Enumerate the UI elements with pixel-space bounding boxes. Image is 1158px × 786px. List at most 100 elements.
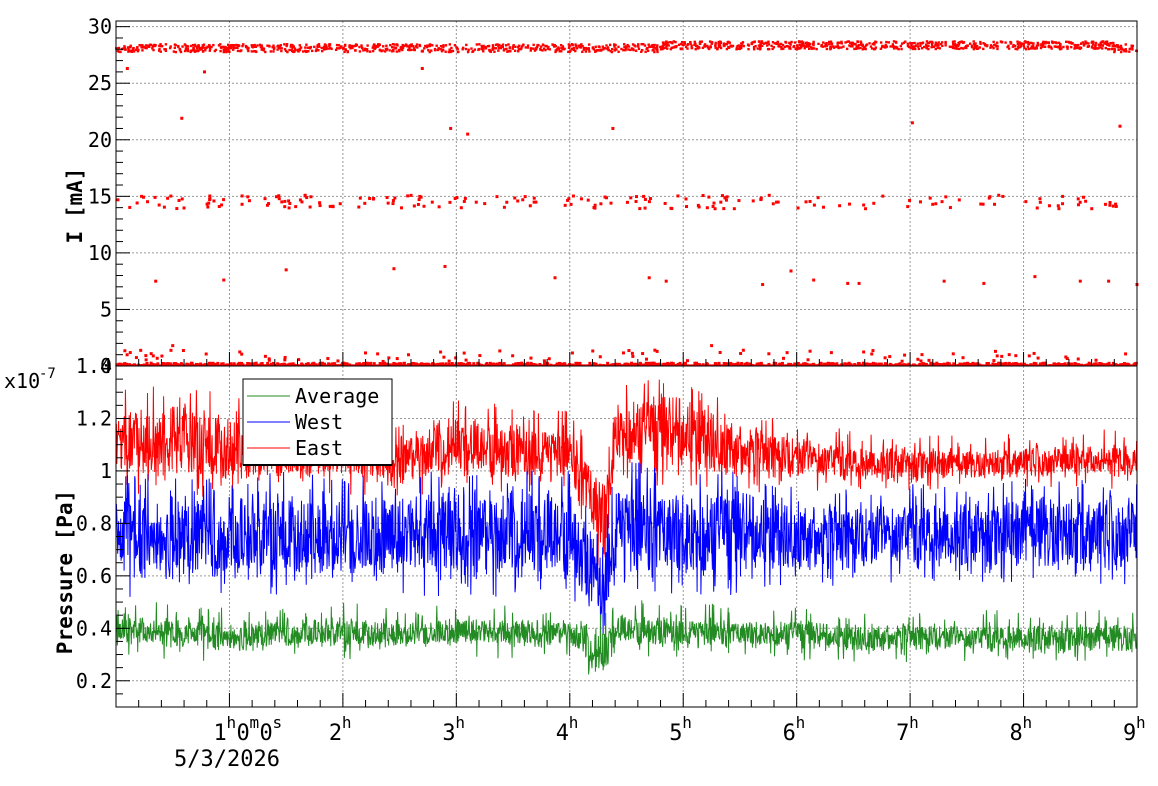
current-point	[944, 40, 947, 44]
current-point	[646, 46, 649, 50]
current-point	[992, 40, 995, 44]
current-point	[169, 348, 173, 352]
current-point	[406, 45, 409, 48]
current-point	[717, 42, 721, 45]
current-point	[441, 45, 444, 48]
current-point	[895, 47, 898, 50]
current-point	[829, 351, 833, 355]
current-point	[325, 46, 328, 49]
current-point	[626, 362, 630, 366]
current-point	[696, 203, 700, 207]
current-point	[1051, 41, 1054, 45]
current-point	[528, 204, 532, 208]
current-point	[290, 362, 294, 366]
current-point	[930, 361, 934, 365]
current-point	[802, 362, 806, 366]
current-point	[339, 46, 342, 50]
current-point	[1014, 354, 1018, 358]
current-point	[1121, 48, 1124, 51]
current-point	[526, 46, 530, 49]
current-point	[488, 48, 491, 52]
current-point	[751, 41, 754, 44]
current-point	[1007, 47, 1011, 50]
time-tick-label: s	[272, 713, 282, 732]
current-point	[284, 268, 288, 272]
current-point	[605, 44, 608, 47]
current-point	[465, 43, 468, 47]
current-point	[822, 41, 825, 44]
current-point	[376, 45, 379, 48]
current-point	[764, 41, 767, 45]
current-point	[314, 49, 318, 53]
current-point	[288, 362, 292, 366]
current-point	[613, 43, 616, 46]
current-point	[191, 49, 194, 52]
current-point	[368, 196, 372, 200]
current-point	[1007, 361, 1011, 365]
current-point	[545, 44, 548, 48]
current-point	[1038, 362, 1042, 366]
current-point	[717, 361, 721, 365]
current-point	[738, 47, 742, 51]
current-point	[461, 46, 465, 50]
current-point	[1113, 47, 1116, 51]
current-point	[918, 200, 922, 204]
current-point	[178, 47, 181, 51]
current-point	[971, 361, 975, 365]
current-point	[925, 45, 928, 48]
current-point	[570, 43, 574, 46]
current-point	[330, 47, 333, 51]
current-point	[425, 45, 429, 49]
current-point	[512, 44, 515, 47]
time-tick-unit: h	[1136, 713, 1146, 732]
current-point	[206, 205, 210, 209]
current-point	[1076, 46, 1080, 49]
current-point	[665, 40, 668, 43]
current-point	[912, 45, 916, 48]
current-point	[455, 196, 459, 200]
current-point	[613, 45, 616, 48]
current-point	[825, 44, 829, 47]
current-point	[862, 350, 866, 354]
current-point	[853, 47, 856, 51]
current-point	[946, 361, 950, 365]
current-point	[954, 47, 957, 50]
time-tick-label: h	[226, 713, 236, 732]
current-point	[873, 43, 876, 46]
current-point	[183, 49, 187, 53]
current-point	[319, 362, 323, 366]
current-point	[167, 362, 171, 366]
current-point	[620, 47, 623, 51]
current-point	[656, 44, 659, 47]
current-point	[770, 44, 773, 48]
current-point	[336, 359, 340, 363]
current-point	[569, 49, 572, 53]
current-point	[501, 43, 505, 46]
current-point	[722, 42, 726, 45]
current-point	[793, 41, 797, 44]
current-point	[146, 44, 149, 47]
current-point	[439, 47, 442, 51]
current-point	[354, 49, 357, 52]
current-point	[751, 199, 755, 203]
current-point	[861, 43, 864, 47]
current-point	[641, 352, 645, 356]
current-point	[761, 283, 765, 287]
current-point	[127, 50, 130, 53]
current-point	[208, 45, 211, 48]
current-point	[568, 44, 572, 47]
current-point	[780, 361, 784, 365]
current-point	[808, 199, 812, 203]
current-point	[236, 44, 240, 47]
current-point	[473, 48, 477, 51]
current-point	[267, 202, 271, 206]
current-point	[747, 47, 750, 51]
current-point	[1090, 207, 1094, 211]
current-point	[812, 43, 815, 47]
current-point	[804, 45, 807, 48]
current-point	[615, 362, 619, 366]
current-point	[647, 200, 651, 204]
current-point	[462, 351, 466, 355]
current-point	[724, 42, 728, 46]
current-point	[428, 50, 431, 54]
